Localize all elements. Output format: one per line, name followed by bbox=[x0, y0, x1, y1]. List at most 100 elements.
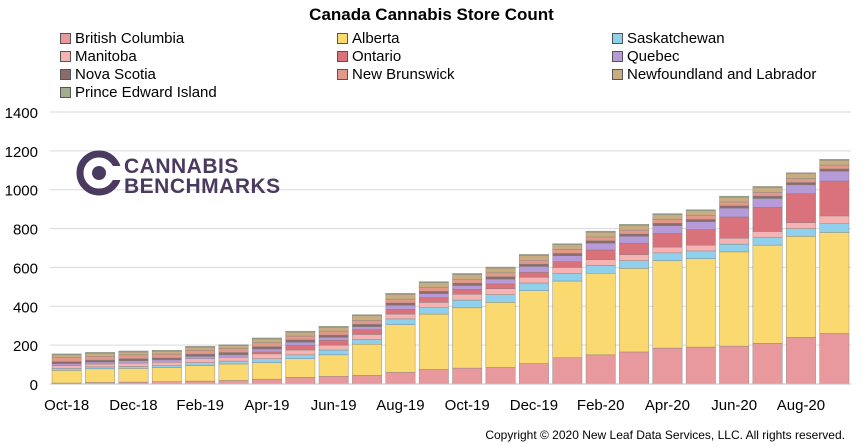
bar-segment bbox=[118, 368, 149, 383]
bar-segment bbox=[252, 378, 282, 385]
bar-segment bbox=[485, 266, 516, 269]
bar-segment bbox=[151, 362, 182, 366]
bar-segment bbox=[51, 363, 82, 366]
bar-segment bbox=[185, 365, 216, 382]
bar-segment bbox=[151, 365, 182, 368]
bar-segment bbox=[385, 302, 416, 306]
bar-segment bbox=[485, 276, 516, 280]
bar-segment bbox=[685, 219, 716, 222]
legend-item: Alberta bbox=[337, 30, 400, 47]
bar-segment bbox=[352, 334, 382, 340]
bar-segment bbox=[585, 242, 616, 251]
legend-label: British Columbia bbox=[75, 30, 185, 47]
bar-segment bbox=[385, 318, 416, 325]
bar-segment bbox=[352, 314, 382, 316]
bar-segment bbox=[585, 240, 616, 244]
bar-segment bbox=[352, 324, 382, 327]
bar-segment bbox=[685, 250, 716, 259]
bar-segment bbox=[285, 358, 316, 378]
bar-segment bbox=[252, 353, 282, 359]
bar-segment bbox=[752, 244, 783, 344]
bar-segment bbox=[519, 282, 549, 291]
bar-segment bbox=[652, 252, 683, 261]
bar-segment bbox=[685, 209, 716, 211]
bar-segment bbox=[452, 294, 483, 301]
bar-segment bbox=[685, 215, 716, 220]
bar-segment bbox=[719, 195, 750, 198]
bar-segment bbox=[418, 282, 449, 288]
bar-segment bbox=[185, 356, 216, 359]
bar-segment bbox=[285, 335, 316, 341]
bar-segment bbox=[318, 327, 349, 332]
bar-segment bbox=[619, 225, 649, 231]
legend-item: Saskatchewan bbox=[612, 30, 725, 47]
bar-segment bbox=[285, 377, 316, 385]
bar-segment bbox=[752, 237, 783, 246]
bar-segment bbox=[452, 307, 483, 369]
bar-segment bbox=[118, 351, 149, 356]
bar-segment bbox=[285, 354, 316, 359]
bar-segment bbox=[51, 365, 82, 369]
bar-segment bbox=[252, 358, 282, 363]
bar-segment bbox=[352, 326, 382, 330]
legend-item: British Columbia bbox=[60, 30, 184, 47]
bar-segment bbox=[585, 236, 616, 242]
bar-segment bbox=[85, 352, 115, 354]
y-tick-label: 400 bbox=[13, 299, 38, 316]
bar-segment bbox=[51, 370, 82, 384]
bar-segment bbox=[318, 376, 349, 385]
bar-segment bbox=[452, 367, 483, 385]
bar-segment bbox=[552, 280, 583, 358]
legend-label: New Brunswick bbox=[352, 66, 455, 83]
bar-segment bbox=[485, 302, 516, 368]
legend-item: Quebec bbox=[612, 48, 680, 65]
chart-title: Canada Cannabis Store Count bbox=[309, 5, 554, 24]
bar-segment bbox=[519, 263, 549, 267]
bar-segment bbox=[552, 243, 583, 245]
bar-segment bbox=[786, 172, 816, 174]
bar-segment bbox=[719, 205, 750, 209]
legend-swatch bbox=[337, 50, 348, 62]
bar-segment bbox=[552, 261, 583, 268]
bar-segment bbox=[218, 380, 249, 385]
legend-swatch bbox=[60, 50, 71, 62]
bar-segment bbox=[118, 350, 149, 353]
bar-segment bbox=[819, 333, 850, 385]
legend-label: Manitoba bbox=[75, 48, 137, 65]
legend-swatch bbox=[612, 32, 623, 44]
bar-segment bbox=[752, 198, 783, 208]
bar-segment bbox=[752, 231, 783, 238]
bar-segment bbox=[585, 354, 616, 385]
bar-segment bbox=[252, 342, 282, 347]
legend-label: Quebec bbox=[627, 48, 680, 65]
bar-segment bbox=[485, 294, 516, 303]
bar-segment bbox=[619, 233, 649, 237]
bar-segment bbox=[819, 180, 850, 217]
bar-segment bbox=[585, 249, 616, 260]
bar-segment bbox=[786, 182, 816, 186]
bar-segment bbox=[252, 351, 282, 355]
bar-segment bbox=[719, 251, 750, 347]
legend-swatch bbox=[60, 68, 71, 80]
bar-segment bbox=[352, 343, 382, 376]
bar-segment bbox=[685, 258, 716, 348]
bar-segment bbox=[218, 354, 249, 358]
bar-segment bbox=[318, 337, 349, 341]
bar-segment bbox=[786, 193, 816, 223]
bar-segment bbox=[786, 228, 816, 237]
bar-segment bbox=[685, 221, 716, 230]
bar-segment bbox=[819, 159, 850, 161]
bar-segment bbox=[452, 274, 483, 280]
legend-label: Alberta bbox=[352, 30, 400, 47]
legend-item: Manitoba bbox=[60, 48, 137, 65]
bar-segment bbox=[318, 349, 349, 356]
bar-segment bbox=[151, 367, 182, 382]
bar-segment bbox=[519, 260, 549, 265]
copyright-notice: Copyright © 2020 New Leaf Data Services,… bbox=[485, 428, 845, 442]
bar-segment bbox=[151, 357, 182, 361]
bar-segment bbox=[519, 254, 549, 256]
bar-segment bbox=[819, 159, 850, 166]
bar-segment bbox=[151, 349, 182, 352]
bar-segment bbox=[318, 334, 349, 338]
bar-segment bbox=[118, 362, 149, 367]
